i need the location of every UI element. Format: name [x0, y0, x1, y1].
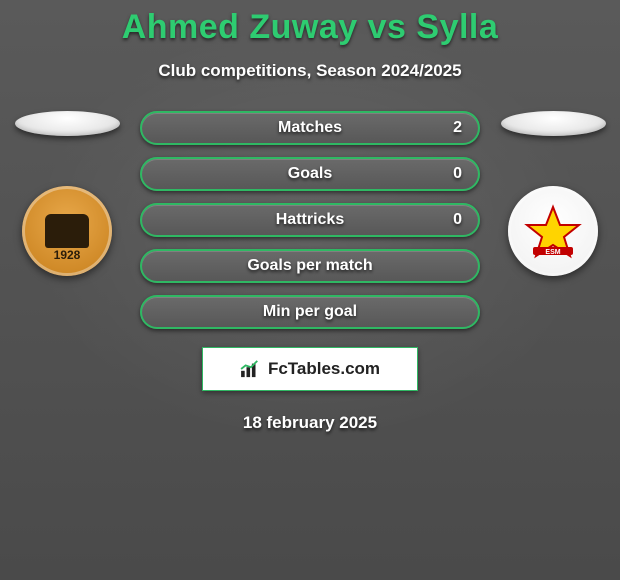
stat-label: Goals per match	[247, 257, 372, 275]
stat-label: Min per goal	[263, 303, 357, 321]
brand-attribution: FcTables.com	[202, 347, 418, 391]
left-club-badge: 1928	[22, 186, 112, 276]
stat-value: 0	[453, 165, 462, 183]
right-player-column: ESM	[498, 111, 608, 276]
stat-value: 0	[453, 211, 462, 229]
left-badge-year: 1928	[22, 248, 112, 262]
stat-row-min-per-goal: Min per goal	[140, 295, 480, 329]
stat-label: Hattricks	[276, 211, 344, 229]
star-icon: ESM	[523, 201, 583, 261]
stat-row-hattricks: Hattricks 0	[140, 203, 480, 237]
right-club-badge: ESM	[508, 186, 598, 276]
stat-row-matches: Matches 2	[140, 111, 480, 145]
subtitle: Club competitions, Season 2024/2025	[0, 61, 620, 81]
left-player-column: 1928	[12, 111, 122, 276]
bar-chart-icon	[240, 360, 262, 378]
page-title: Ahmed Zuway vs Sylla	[0, 0, 620, 47]
left-player-avatar	[15, 111, 120, 136]
stat-label: Matches	[278, 119, 342, 137]
brand-text: FcTables.com	[268, 359, 380, 379]
generated-date: 18 february 2025	[0, 413, 620, 433]
stat-row-goals: Goals 0	[140, 157, 480, 191]
svg-text:ESM: ESM	[545, 249, 560, 256]
right-player-avatar	[501, 111, 606, 136]
stat-label: Goals	[288, 165, 332, 183]
stats-pill-list: Matches 2 Goals 0 Hattricks 0 Goals per …	[140, 111, 480, 329]
stat-value: 2	[453, 119, 462, 137]
stat-row-goals-per-match: Goals per match	[140, 249, 480, 283]
comparison-layout: 1928 Matches 2 Goals 0 Hattricks 0 Goals…	[0, 111, 620, 329]
